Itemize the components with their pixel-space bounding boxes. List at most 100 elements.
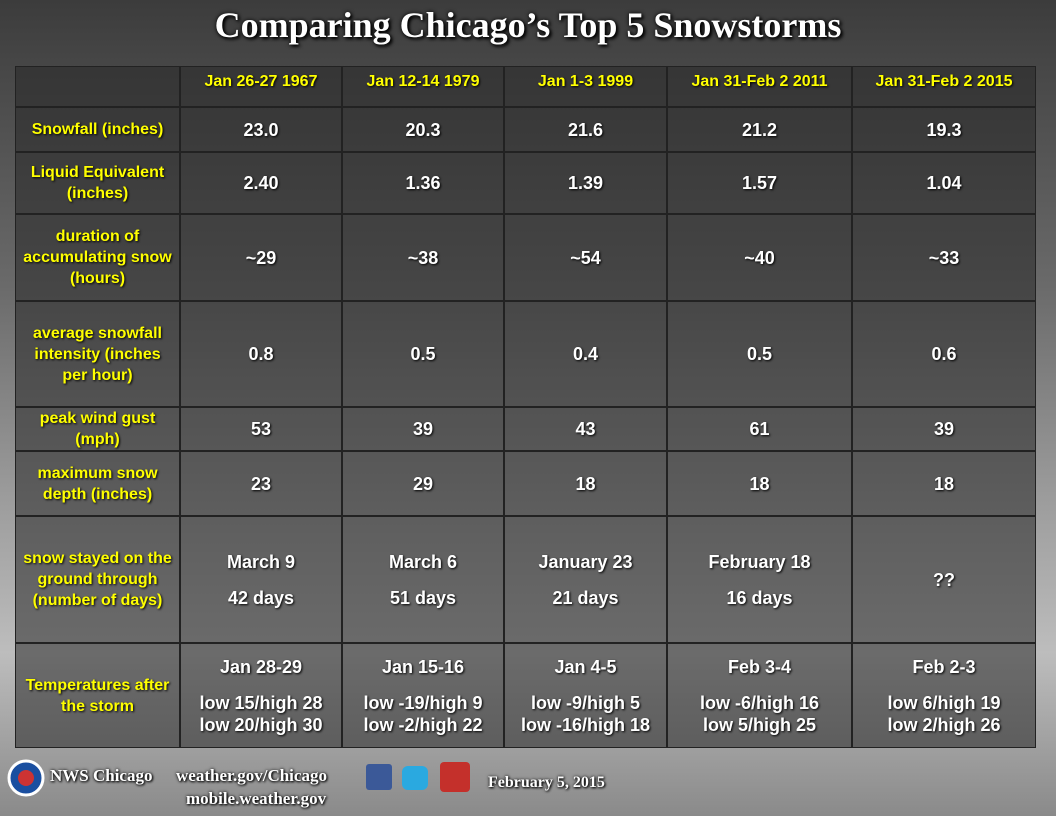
cell-date: Feb 2-3 (912, 656, 976, 677)
table-cell: 21.6 (504, 107, 667, 152)
cell-temps: low 15/high 28 (199, 692, 323, 713)
cell-value: 19.3 (926, 119, 962, 140)
table-cell: 18 (852, 451, 1036, 516)
table-cell: Feb 3-4 low -6/high 16 low 5/high 25 (667, 643, 852, 748)
table-cell: ~38 (342, 214, 504, 301)
row-label: Temperatures after the storm (15, 643, 180, 748)
table-cell: March 6 51 days (342, 516, 504, 643)
cell-value: ~33 (928, 247, 960, 268)
column-header: Jan 31-Feb 2 2011 (667, 66, 852, 107)
cell-value: 21.2 (741, 119, 778, 140)
table-cell: 19.3 (852, 107, 1036, 152)
cell-date: February 18 (708, 551, 811, 572)
cell-value: ~54 (570, 247, 601, 268)
table-cell: 18 (667, 451, 852, 516)
cell-value: ~40 (744, 247, 775, 268)
cell-value: 43 (575, 419, 596, 439)
date: February 5, 2015 (488, 774, 605, 791)
cell-date: Jan 15-16 (381, 656, 465, 677)
cell-value: ?? (933, 569, 955, 590)
cell-value: 0.4 (572, 344, 599, 364)
table-cell: 0.4 (504, 301, 667, 407)
cell-temps: low -19/high 9 (363, 692, 483, 713)
cell-value: 39 (933, 419, 955, 439)
table-cell: ~29 (180, 214, 342, 301)
cell-value: 53 (250, 419, 272, 439)
cell-value: 21.6 (567, 119, 604, 140)
cell-value: 0.6 (931, 344, 957, 364)
column-header: Jan 31-Feb 2 2015 (852, 66, 1036, 107)
cell-value: 29 (412, 473, 434, 494)
cell-value: 2.40 (243, 173, 279, 193)
table-cell: March 9 42 days (180, 516, 342, 643)
table-cell: 39 (852, 407, 1036, 451)
table-cell: 0.5 (342, 301, 504, 407)
table-cell: ~33 (852, 214, 1036, 301)
cell-date: Jan 28-29 (219, 656, 303, 677)
cell-temps: low 20/high 30 (199, 714, 323, 735)
table-cell: Jan 15-16 low -19/high 9 low -2/high 22 (342, 643, 504, 748)
cell-value: 23.0 (243, 119, 279, 140)
title: Comparing Chicago’s Top 5 Snowstorms (214, 5, 842, 45)
table-cell: 0.5 (667, 301, 852, 407)
cell-value: 1.36 (405, 173, 441, 193)
cell-value: 0.5 (746, 344, 773, 364)
table-cell: 29 (342, 451, 504, 516)
cell-date: January 23 (538, 551, 633, 572)
column-header: Jan 26-27 1967 (180, 66, 342, 107)
cell-temps: low 5/high 25 (702, 714, 817, 735)
cell-temps: low 2/high 26 (887, 714, 1001, 735)
table-cell: 1.36 (342, 152, 504, 214)
cell-value: 0.5 (410, 344, 436, 364)
website: weather.gov/Chicago (176, 766, 327, 785)
corner-cell (15, 66, 180, 107)
cell-date: Jan 4-5 (554, 656, 617, 677)
cell-date: March 9 (226, 551, 296, 572)
cell-temps: low -9/high 5 (530, 692, 640, 713)
table-cell: 43 (504, 407, 667, 451)
cell-value: 18 (933, 473, 955, 494)
table-cell: Jan 28-29 low 15/high 28 low 20/high 30 (180, 643, 342, 748)
row-label: duration of accumulating snow (hours) (15, 214, 180, 301)
column-header: Jan 12-14 1979 (342, 66, 504, 107)
cell-value: 20.3 (405, 119, 441, 140)
table-cell: 18 (504, 451, 667, 516)
table-cell: 23.0 (180, 107, 342, 152)
table-cell: 2.40 (180, 152, 342, 214)
table-cell: 1.57 (667, 152, 852, 214)
cell-value: ~38 (407, 247, 439, 268)
table-cell: 21.2 (667, 107, 852, 152)
office: NWS Chicago (50, 766, 153, 785)
cell-value: 1.57 (741, 173, 778, 193)
cell-days: 16 days (726, 587, 793, 608)
table-cell: Jan 4-5 low -9/high 5 low -16/high 18 (504, 643, 667, 748)
cell-value: 0.8 (248, 344, 274, 364)
nws-logo (7, 759, 45, 797)
table-cell: ~54 (504, 214, 667, 301)
cell-value: 61 (749, 419, 770, 439)
cell-temps: low -2/high 22 (363, 714, 483, 735)
table-cell: ~40 (667, 214, 852, 301)
column-header: Jan 1-3 1999 (504, 66, 667, 107)
table-cell: 39 (342, 407, 504, 451)
table-cell: ?? (852, 516, 1036, 643)
row-label: maximum snow depth (inches) (15, 451, 180, 516)
cell-value: 18 (749, 473, 770, 494)
table-cell: 23 (180, 451, 342, 516)
row-label: Snowfall (inches) (15, 107, 180, 152)
row-label: Liquid Equivalent (inches) (15, 152, 180, 214)
table-cell: 1.04 (852, 152, 1036, 214)
cell-days: 51 days (389, 587, 457, 608)
table-cell: 0.6 (852, 301, 1036, 407)
row-label: peak wind gust (mph) (15, 407, 180, 451)
mobile-site: mobile.weather.gov (186, 789, 327, 808)
cell-temps: low -6/high 16 (699, 692, 819, 713)
table-cell: 20.3 (342, 107, 504, 152)
cell-value: 1.04 (926, 173, 962, 193)
cell-temps: low 6/high 19 (887, 692, 1001, 713)
cell-temps: low -16/high 18 (520, 714, 651, 735)
cell-value: ~29 (245, 247, 277, 268)
table-cell: January 23 21 days (504, 516, 667, 643)
cell-days: 42 days (227, 587, 295, 608)
